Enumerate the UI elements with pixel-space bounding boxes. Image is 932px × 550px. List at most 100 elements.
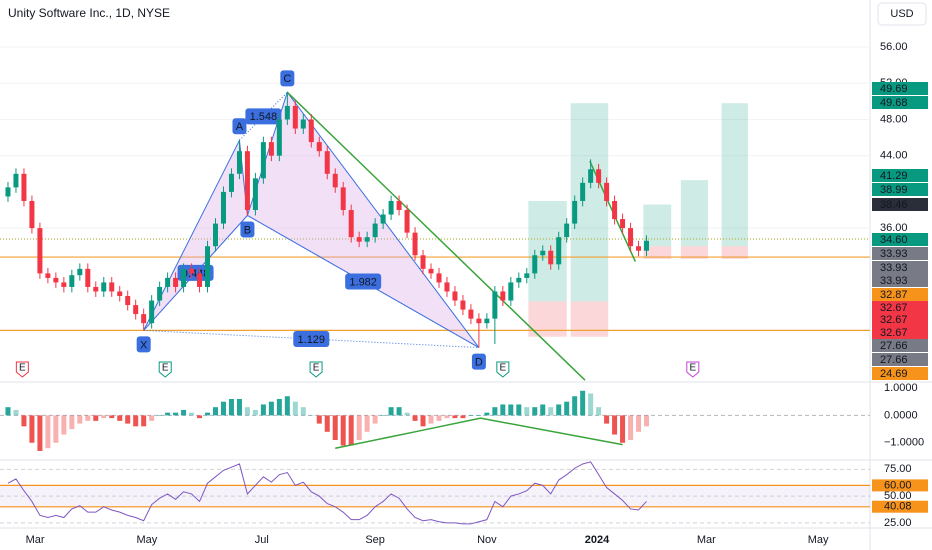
y-tick-label: 0.0000 [884,409,918,421]
histogram-bar [516,404,522,416]
pattern-point-label: A [236,121,244,133]
histogram-bar [636,415,642,432]
histogram-bar [181,409,187,416]
histogram-bar [21,415,27,427]
pattern-point-badge [471,353,486,370]
price-badge [872,82,928,95]
histogram-bar [197,415,203,419]
chart-title: Unity Software Inc., 1D, NYSE [8,6,170,20]
histogram-bar [5,407,11,416]
candle-body [556,237,562,265]
histogram-bar [141,415,147,427]
candle-body [205,246,211,287]
histogram-bar [69,415,75,430]
x-tick-label: May [136,534,157,546]
histogram-bar [308,415,314,416]
currency-button[interactable] [877,2,927,26]
histogram-bar [572,396,578,416]
histogram-bar [125,415,131,424]
candle-body [620,219,626,229]
ratio-badge [293,331,330,348]
candle-body [101,282,107,292]
y-tick-label: 50.00 [884,490,912,502]
candle-body [412,232,418,256]
earnings-marker [496,361,510,378]
candle-body [37,228,43,274]
histogram-bar [284,396,290,416]
histogram-bar [444,415,450,419]
price-badge [872,367,928,380]
candle-body [644,240,650,251]
price-badge [872,198,928,211]
histogram-bar [644,415,650,427]
histogram-bar [157,415,163,416]
price-badge-label: 32.87 [880,289,908,301]
candle-body [372,223,378,238]
position-target [721,103,748,247]
candle-body [300,119,306,129]
price-badge-label: 33.93 [880,248,908,260]
histogram-bar [620,415,626,443]
candle-body [117,291,123,297]
price-badge [872,301,928,314]
candle-body [540,250,546,256]
histogram-bar [612,415,618,435]
rsi-badge-label: 60.00 [884,479,912,491]
price-badge [872,326,928,339]
y-tick-label: 36.00 [880,222,908,234]
histogram-bar [149,415,155,421]
price-badge-label: 41.29 [880,170,908,182]
histogram-bar [356,415,362,441]
candle-body [476,318,482,324]
position-target [643,204,672,247]
histogram-bar [404,412,410,416]
histogram-bar [45,415,51,449]
candle-body [61,282,67,287]
position-stop [680,246,708,259]
candle-body [141,314,147,324]
y-tick-label: 75.00 [884,463,912,475]
earnings-marker [309,361,323,378]
histogram-bar [372,415,378,424]
candle-body [628,228,634,247]
earnings-label: E [689,363,696,374]
candle-body [308,119,314,143]
candle-body [380,214,386,224]
price-badge-label: 38.99 [880,184,908,196]
y-tick-label: 1.0000 [884,382,918,394]
histogram-bar [548,407,554,416]
histogram-bar [61,415,67,435]
histogram-bar [332,415,338,441]
candle-body [516,277,522,283]
y-tick-label: 25.00 [884,517,912,529]
pattern-ratio-line [143,215,248,331]
histogram-bar [85,415,91,421]
candle-body [53,277,59,283]
candle-body [612,200,618,220]
x-tick-label: May [808,534,829,546]
ratio-label: 0.448 [182,268,210,280]
histogram-bar [596,407,602,416]
histogram-bar [388,407,394,416]
ratio-badge [245,108,282,125]
pattern-point-label: D [475,357,483,369]
trend-line [286,91,586,381]
candle-body [420,255,426,269]
histogram-bar [364,415,370,432]
price-badge [872,313,928,326]
candle-body [348,210,354,238]
position-stop [721,246,748,259]
candle-body [332,173,338,188]
histogram-bar [484,412,490,416]
price-badge-label: 49.69 [880,83,908,95]
candle-body [396,200,402,211]
histogram-bar [500,404,506,416]
histogram-bar [428,415,434,424]
price-badge [872,353,928,366]
candle-body [189,268,195,274]
y-tick-label: 44.00 [880,150,908,162]
currency-label[interactable]: USD [890,8,913,20]
x-tick-label: Jul [255,534,269,546]
earnings-label: E [19,363,26,374]
histogram-bar [133,415,139,427]
